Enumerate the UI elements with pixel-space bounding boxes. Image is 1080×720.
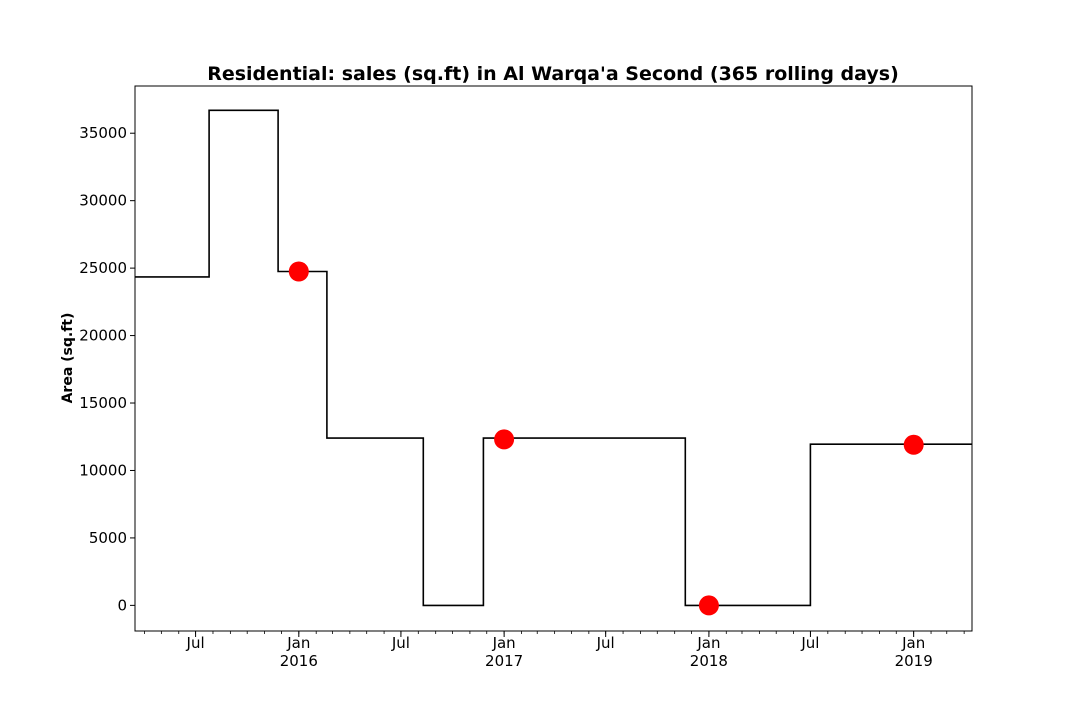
x-tick-year-label: 2017: [485, 652, 523, 670]
y-tick-label: 20000: [79, 327, 127, 345]
y-tick-label: 30000: [79, 192, 127, 210]
x-tick-label: Jul: [186, 634, 205, 652]
data-point-0: [288, 261, 309, 282]
series-layer: [135, 109, 972, 607]
x-tick-label: Jul: [800, 634, 819, 652]
data-point-3: [903, 434, 924, 455]
x-tick-label: Jan: [696, 634, 720, 652]
x-tick-label: Jan: [492, 634, 516, 652]
marker-layer: [288, 261, 924, 616]
plot-frame: [134, 85, 973, 632]
x-tick-label: Jan: [286, 634, 310, 652]
x-tick-year-label: 2018: [690, 652, 728, 670]
x-tick-label: Jul: [391, 634, 410, 652]
x-tick-year-label: 2019: [895, 652, 933, 670]
x-tick-label: Jan: [901, 634, 925, 652]
data-point-1: [494, 429, 515, 450]
series-line-0: [135, 109, 972, 607]
x-tick-year-label: 2016: [280, 652, 318, 670]
y-axis-label: Area (sq.ft): [60, 313, 76, 404]
y-tick-label: 35000: [79, 124, 127, 142]
y-tick-label: 25000: [79, 259, 127, 277]
y-tick-label: 15000: [79, 394, 127, 412]
x-tick-label: Jul: [596, 634, 615, 652]
chart-title: Residential: sales (sq.ft) in Al Warqa'a…: [207, 63, 899, 85]
data-point-2: [698, 595, 719, 616]
y-tick-label: 10000: [79, 461, 127, 479]
y-axis-ticks: 0 5000 10000 15000 20000 25000 30000 35000: [79, 124, 135, 614]
y-tick-label: 0: [117, 596, 127, 614]
y-tick-label: 5000: [89, 529, 127, 547]
